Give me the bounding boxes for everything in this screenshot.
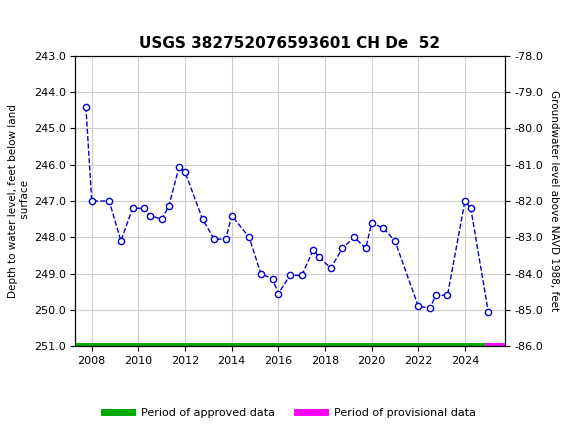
Y-axis label: Groundwater level above NAVD 1988, feet: Groundwater level above NAVD 1988, feet xyxy=(549,90,559,312)
Y-axis label: Depth to water level, feet below land
 surface: Depth to water level, feet below land su… xyxy=(8,104,30,298)
Text: ≡USGS: ≡USGS xyxy=(3,14,74,31)
Title: USGS 382752076593601 CH De  52: USGS 382752076593601 CH De 52 xyxy=(139,36,441,51)
Legend: Period of approved data, Period of provisional data: Period of approved data, Period of provi… xyxy=(100,403,480,422)
